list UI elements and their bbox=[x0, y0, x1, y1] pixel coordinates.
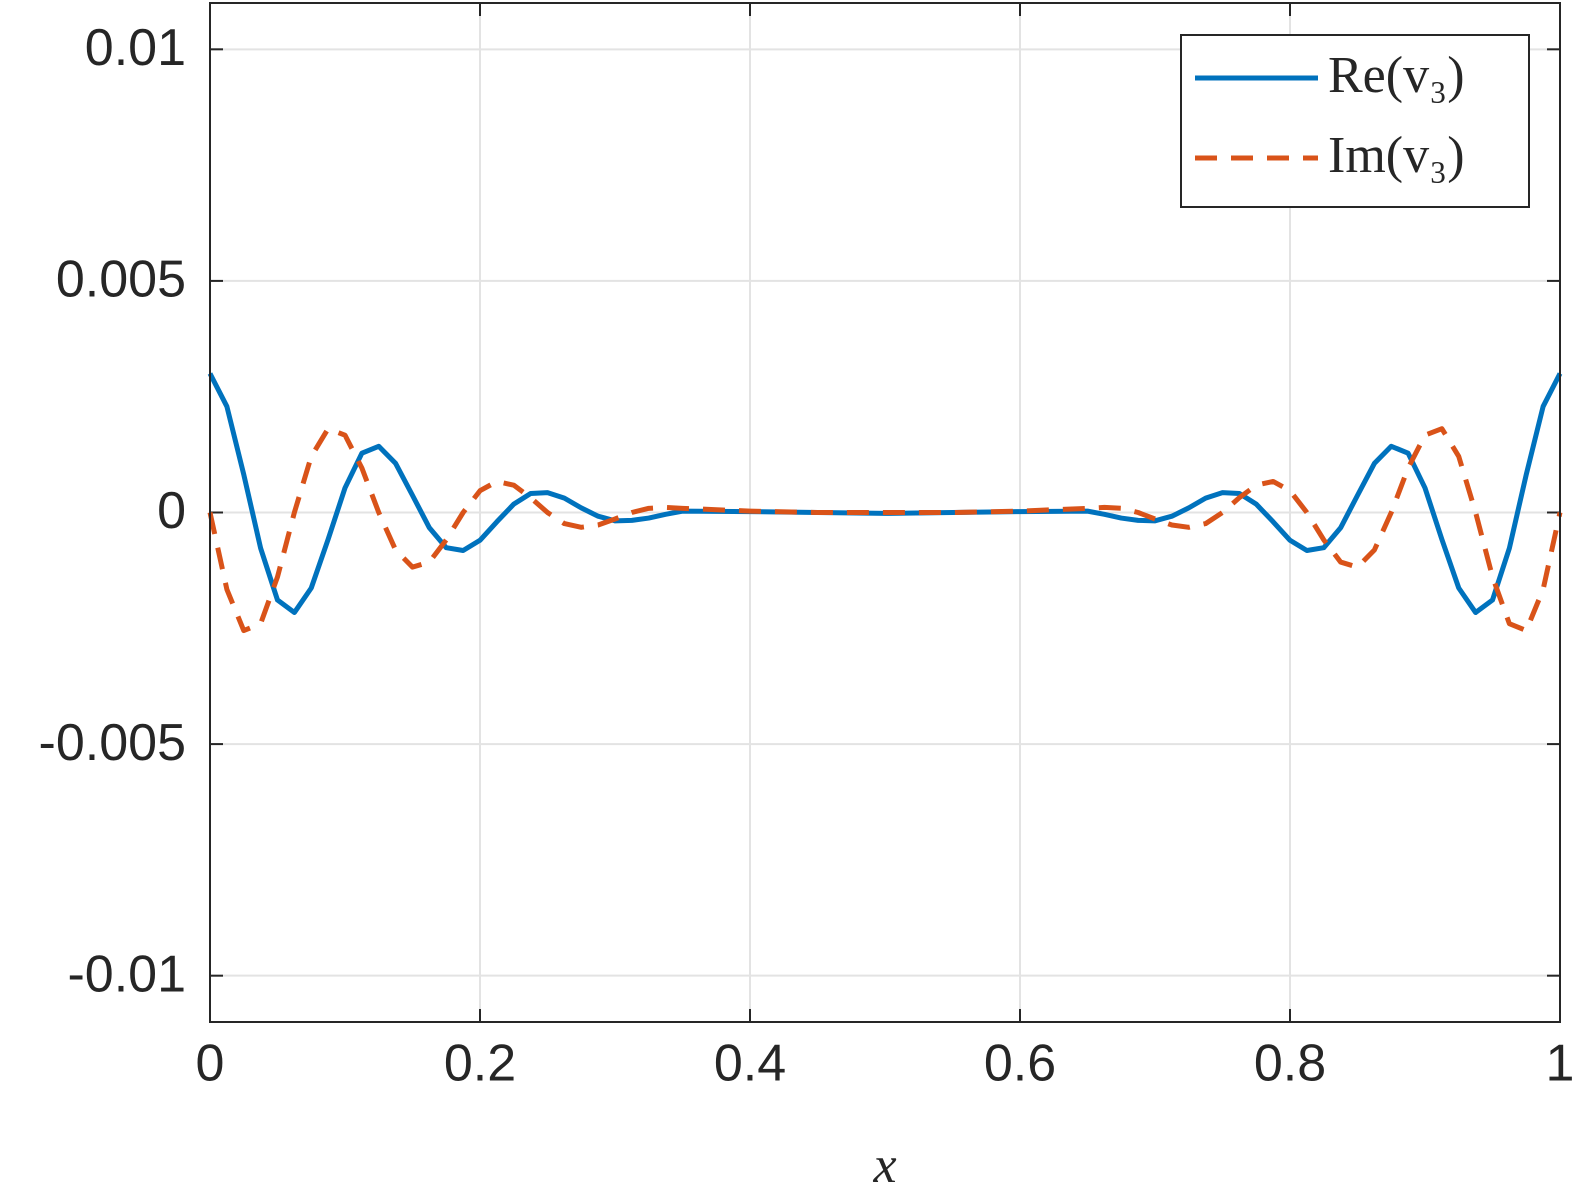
x-tick-label: 0.8 bbox=[1254, 1035, 1326, 1093]
y-tick-label: 0 bbox=[157, 482, 186, 540]
x-axis-label: x bbox=[872, 1137, 896, 1193]
x-tick-label: 0.6 bbox=[984, 1035, 1056, 1093]
y-tick-label: -0.01 bbox=[67, 945, 186, 1003]
series-line bbox=[207, 426, 1563, 634]
x-tick-label: 1 bbox=[1546, 1035, 1572, 1093]
y-tick-label: 0.005 bbox=[56, 251, 186, 309]
y-tick-label: 0.01 bbox=[85, 19, 186, 77]
x-tick-label: 0 bbox=[196, 1035, 225, 1093]
legend-label: Im(v₃) bbox=[1328, 127, 1465, 184]
legend-box bbox=[1180, 34, 1530, 208]
x-tick-label: 0.4 bbox=[714, 1035, 786, 1093]
y-tick-label: -0.005 bbox=[39, 714, 186, 772]
x-tick-label: 0.2 bbox=[444, 1035, 516, 1093]
legend-label: Re(v₃) bbox=[1328, 47, 1465, 104]
axes-box bbox=[209, 2, 1561, 1023]
